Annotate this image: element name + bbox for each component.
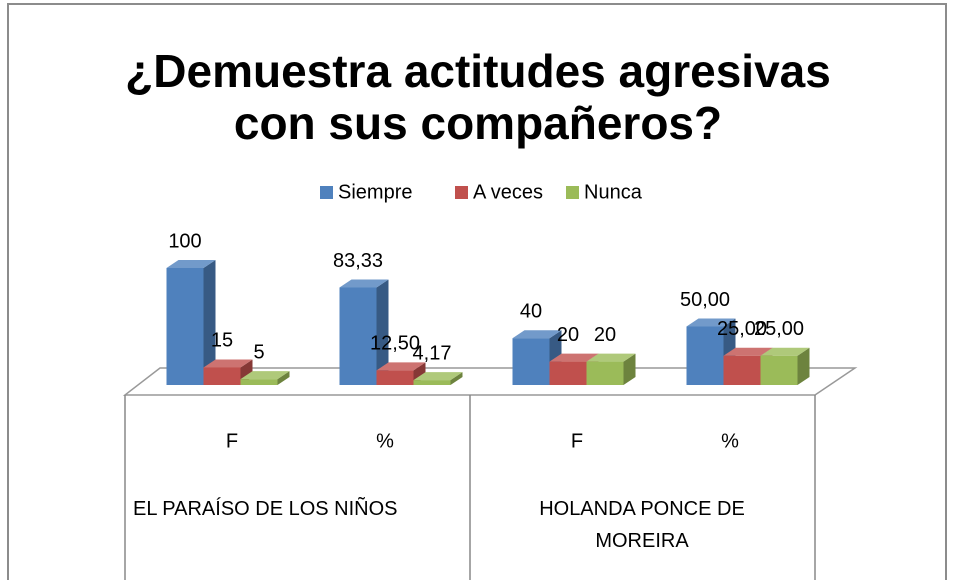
bar (686, 326, 724, 385)
bar-top (166, 260, 216, 268)
legend-swatch (566, 186, 579, 199)
legend-swatch (320, 186, 333, 199)
bar-side (203, 260, 216, 385)
data-label: 25,00 (754, 318, 804, 340)
data-label: 100 (168, 230, 201, 252)
bar-side (797, 347, 810, 385)
bar-top (760, 347, 810, 356)
bar (166, 268, 204, 385)
bar (339, 287, 377, 385)
legend-label: Siempre (338, 181, 412, 203)
chart-title: ¿Demuestra actitudes agresivas con sus co… (125, 45, 831, 149)
bar-top (339, 279, 389, 288)
bar (723, 355, 761, 385)
bar-top (512, 330, 562, 339)
data-label: 40 (520, 300, 542, 322)
legend-label: A veces (473, 181, 543, 203)
data-label: 5 (253, 341, 264, 363)
bar (413, 380, 451, 385)
bar-top (240, 371, 290, 380)
bar-top (203, 359, 253, 368)
bar-side (623, 353, 636, 385)
category-group-label: HOLANDA PONCE DE MOREIRA (539, 498, 745, 552)
bar (203, 367, 241, 385)
bar-side (376, 279, 389, 385)
data-label: 12,50 (370, 333, 420, 355)
data-label: 4,17 (413, 342, 452, 364)
legend-swatch (455, 186, 468, 199)
bar-side (277, 371, 290, 385)
bar (512, 338, 550, 385)
bar (376, 370, 414, 385)
data-label: 25,00 (717, 318, 767, 340)
data-label: 20 (594, 324, 616, 346)
x-tick-label: % (376, 430, 394, 452)
bar (760, 355, 798, 385)
x-tick-label: % (721, 430, 739, 452)
bar-side (450, 372, 463, 385)
chart-frame (7, 3, 947, 580)
x-tick-label: F (226, 430, 238, 452)
x-tick-label: F (571, 430, 583, 452)
bar-top (723, 347, 773, 356)
data-label: 20 (557, 324, 579, 346)
bar (240, 379, 278, 385)
data-label: 50,00 (680, 289, 730, 311)
bar-top (413, 372, 463, 381)
bar (586, 361, 624, 385)
bar-top (549, 353, 599, 362)
bar-top (686, 318, 736, 327)
data-label: 83,33 (333, 250, 383, 272)
bar-top (586, 353, 636, 362)
bar-top (376, 362, 426, 371)
category-group-label: EL PARAÍSO DE LOS NIÑOS (133, 498, 398, 520)
bar (549, 361, 587, 385)
legend-label: Nunca (584, 181, 643, 203)
data-label: 15 (211, 330, 233, 352)
